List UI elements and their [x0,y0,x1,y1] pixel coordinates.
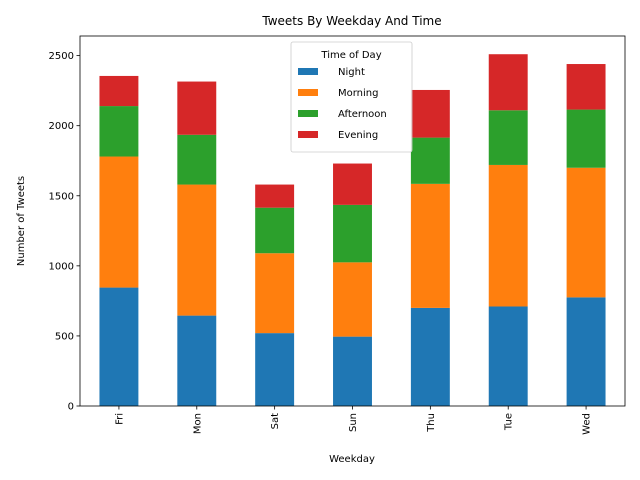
bar-night-tue [488,306,528,406]
x-tick-label: Sun [348,413,359,432]
bar-morning-sat [255,253,295,334]
y-axis-label: Number of Tweets [16,176,27,266]
legend-swatch-evening [298,131,318,138]
chart-title: Tweets By Weekday And Time [261,14,441,28]
bar-morning-thu [410,183,450,308]
x-tick-label: Fri [114,413,125,425]
bar-evening-thu [410,89,450,138]
bar-morning-wed [566,167,606,298]
legend-title: Time of Day [320,50,381,61]
bar-morning-mon [177,184,217,316]
bar-night-sat [255,333,295,406]
x-tick-label: Sat [270,413,281,429]
bar-night-mon [177,315,217,406]
bar-afternoon-mon [177,134,217,185]
y-tick-label: 2500 [49,51,74,62]
legend-label-afternoon: Afternoon [338,109,387,120]
y-tick-label: 1000 [49,261,74,272]
bar-afternoon-tue [488,110,528,165]
bar-evening-sat [255,184,295,208]
bar-night-wed [566,297,606,406]
legend-label-night: Night [338,67,365,78]
bar-afternoon-thu [410,137,450,184]
y-tick-label: 1500 [49,191,74,202]
y-tick-label: 0 [68,402,74,413]
bars-group [99,54,606,406]
bar-morning-fri [99,156,139,288]
legend: Time of Day Night Morning Afternoon Evening [290,41,413,153]
x-tick-label: Thu [426,413,437,433]
legend-swatch-night [298,68,318,75]
x-axis: Fri Mon Sat Sun Thu Tue Wed [114,406,593,435]
bar-evening-tue [488,54,528,111]
legend-frame [290,41,413,153]
bar-evening-wed [566,64,606,110]
bar-morning-sun [333,262,372,337]
legend-label-morning: Morning [338,88,378,99]
y-axis: 0 500 1000 1500 2000 2500 [49,51,80,413]
bar-afternoon-sun [333,204,372,263]
bar-morning-tue [488,164,528,307]
y-tick-label: 2000 [49,121,74,132]
y-tick-label: 500 [55,331,74,342]
bar-evening-fri [99,75,139,107]
bar-afternoon-wed [566,109,606,168]
x-tick-label: Tue [504,413,515,431]
bar-night-sun [333,336,372,406]
legend-swatch-morning [298,89,318,96]
bar-afternoon-fri [99,106,139,157]
x-tick-label: Mon [192,413,203,434]
legend-label-evening: Evening [338,130,378,141]
x-axis-label: Weekday [329,454,375,465]
bar-evening-sun [333,163,372,205]
bar-afternoon-sat [255,207,295,254]
bar-night-thu [410,307,450,406]
bar-evening-mon [177,81,217,135]
legend-swatch-afternoon [298,110,318,117]
bar-night-fri [99,287,139,406]
x-tick-label: Wed [582,413,593,435]
